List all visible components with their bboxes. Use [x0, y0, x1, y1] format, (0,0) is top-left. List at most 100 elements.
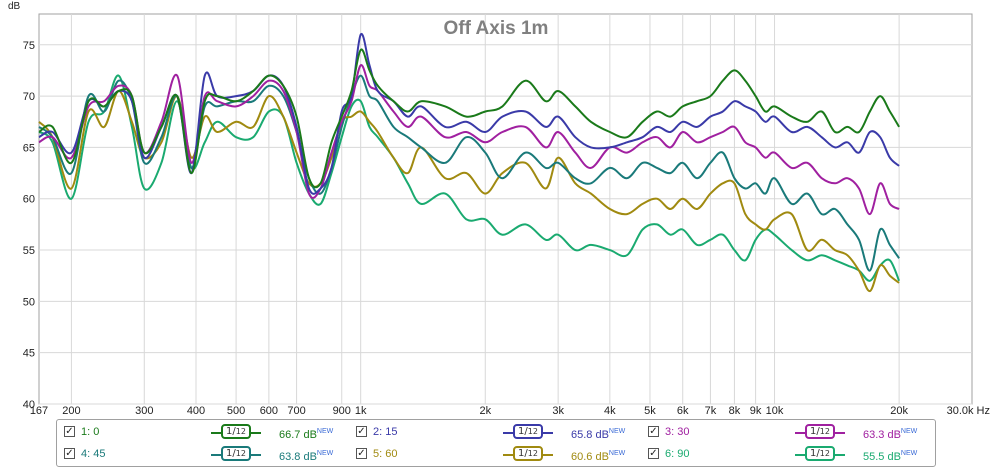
smoothing-button[interactable]: 1/12 [503, 424, 553, 440]
x-tick-label: 20k [890, 405, 908, 417]
visibility-checkbox[interactable]: ✓ [356, 448, 367, 459]
x-tick-label: 30.0k Hz [947, 405, 990, 417]
visibility-checkbox[interactable]: ✓ [648, 426, 659, 437]
chart-title: Off Axis 1m [444, 18, 549, 39]
y-tick-label: 45 [23, 348, 35, 360]
level-readout: 65.8 dBNEW [571, 421, 625, 446]
visibility-checkbox[interactable]: ✓ [64, 448, 75, 459]
series-line-3 [38, 64, 900, 216]
y-tick-label: 55 [23, 245, 35, 257]
level-readout: 63.8 dBNEW [279, 443, 333, 468]
legend: ✓ 1: 0 1/12 66.7 dBNEW ✓ 2: 15 1/12 65.8 dBNEW ✓… [56, 419, 936, 467]
new-badge: NEW [900, 450, 918, 457]
level-value: 55.5 dB [863, 451, 901, 463]
x-tick-label: 900 [333, 405, 351, 417]
new-badge: NEW [608, 428, 626, 435]
visibility-checkbox[interactable]: ✓ [64, 426, 75, 437]
smoothing-denominator: 12 [527, 427, 538, 436]
x-tick-label: 4k [604, 405, 616, 417]
legend-entry: ✓ 4: 45 1/12 63.8 dBNEW [57, 443, 497, 465]
level-value: 60.6 dB [571, 451, 609, 463]
smoothing-button[interactable]: 1/12 [503, 446, 553, 462]
smoothing-label: 1/12 [221, 424, 251, 439]
level-value: 63.8 dB [279, 451, 317, 463]
series-line-5 [38, 90, 900, 293]
x-tick-label: 500 [227, 405, 245, 417]
legend-series-name: 5: 60 [373, 448, 398, 460]
x-tick-label: 300 [135, 405, 153, 417]
x-tick-label: 400 [187, 405, 205, 417]
legend-entry: ✓ 1: 0 1/12 66.7 dBNEW [57, 421, 497, 443]
smoothing-numerator: 1/ [226, 448, 236, 459]
smoothing-label: 1/12 [513, 424, 543, 439]
smoothing-numerator: 1/ [226, 426, 236, 437]
smoothing-denominator: 12 [819, 449, 830, 458]
chart-svg: 40 45 50 55 60 65 70 75 167 200 300 400 500 600 700 90… [8, 1, 990, 417]
smoothing-denominator: 12 [235, 449, 246, 458]
legend-series-name: 1: 0 [81, 426, 100, 438]
smoothing-label: 1/12 [805, 446, 835, 461]
smoothing-numerator: 1/ [518, 426, 528, 437]
smoothing-button[interactable]: 1/12 [795, 424, 845, 440]
smoothing-denominator: 12 [235, 427, 246, 436]
y-tick-label: 75 [23, 40, 35, 52]
smoothing-numerator: 1/ [518, 448, 528, 459]
x-tick-label: 7k [705, 405, 717, 417]
smoothing-button[interactable]: 1/12 [211, 424, 261, 440]
level-readout: 63.3 dBNEW [863, 421, 917, 446]
x-tick-label: 10k [766, 405, 784, 417]
smoothing-button[interactable]: 1/12 [211, 446, 261, 462]
x-tick-label: 1k [355, 405, 367, 417]
smoothing-label: 1/12 [221, 446, 251, 461]
y-tick-label: 40 [23, 399, 35, 411]
y-tick-label: 65 [23, 142, 35, 154]
legend-row: ✓ 1: 0 1/12 66.7 dBNEW ✓ 2: 15 1/12 65.8 dBNEW ✓… [57, 421, 935, 443]
x-tick-label: 6k [677, 405, 689, 417]
series-line-4 [38, 74, 900, 272]
smoothing-numerator: 1/ [810, 426, 820, 437]
legend-series-name: 3: 30 [665, 426, 690, 438]
x-tick-label: 167 [30, 405, 48, 417]
legend-series-name: 4: 45 [81, 448, 106, 460]
level-readout: 60.6 dBNEW [571, 443, 625, 468]
legend-series-name: 6: 90 [665, 448, 690, 460]
smoothing-denominator: 12 [527, 449, 538, 458]
x-tick-label: 8k [729, 405, 741, 417]
series-lines [38, 32, 901, 293]
visibility-checkbox[interactable]: ✓ [356, 426, 367, 437]
smoothing-numerator: 1/ [810, 448, 820, 459]
smoothing-denominator: 12 [819, 427, 830, 436]
new-badge: NEW [900, 428, 918, 435]
y-tick-labels: 40 45 50 55 60 65 70 75 [23, 40, 35, 411]
new-badge: NEW [608, 450, 626, 457]
level-readout: 55.5 dBNEW [863, 443, 917, 468]
y-axis-label: dB [8, 1, 21, 12]
x-tick-label: 3k [552, 405, 564, 417]
level-value: 65.8 dB [571, 429, 609, 441]
level-value: 66.7 dB [279, 429, 317, 441]
level-readout: 66.7 dBNEW [279, 421, 333, 446]
x-tick-label: 2k [479, 405, 491, 417]
new-badge: NEW [316, 428, 334, 435]
smoothing-button[interactable]: 1/12 [795, 446, 845, 462]
x-tick-label: 5k [644, 405, 656, 417]
smoothing-label: 1/12 [513, 446, 543, 461]
visibility-checkbox[interactable]: ✓ [648, 448, 659, 459]
legend-entry: ✓ 6: 90 1/12 55.5 dBNEW [641, 443, 992, 465]
x-tick-label: 9k [750, 405, 762, 417]
x-tick-label: 700 [287, 405, 305, 417]
legend-row: ✓ 4: 45 1/12 63.8 dBNEW ✓ 5: 60 1/12 60.6 dBNEW… [57, 443, 935, 465]
y-tick-label: 50 [23, 296, 35, 308]
legend-entry: ✓ 2: 15 1/12 65.8 dBNEW [349, 421, 789, 443]
legend-entry: ✓ 3: 30 1/12 63.3 dBNEW [641, 421, 992, 443]
smoothing-label: 1/12 [805, 424, 835, 439]
y-tick-label: 70 [23, 91, 35, 103]
legend-series-name: 2: 15 [373, 426, 398, 438]
x-tick-label: 600 [260, 405, 278, 417]
legend-entry: ✓ 5: 60 1/12 60.6 dBNEW [349, 443, 789, 465]
y-tick-label: 60 [23, 194, 35, 206]
series-line-1 [38, 48, 900, 189]
x-tick-labels: 167 200 300 400 500 600 700 900 1k 2k 3k 4k 5k 6k 7k 8k… [30, 405, 990, 417]
new-badge: NEW [316, 450, 334, 457]
x-tick-label: 200 [62, 405, 80, 417]
